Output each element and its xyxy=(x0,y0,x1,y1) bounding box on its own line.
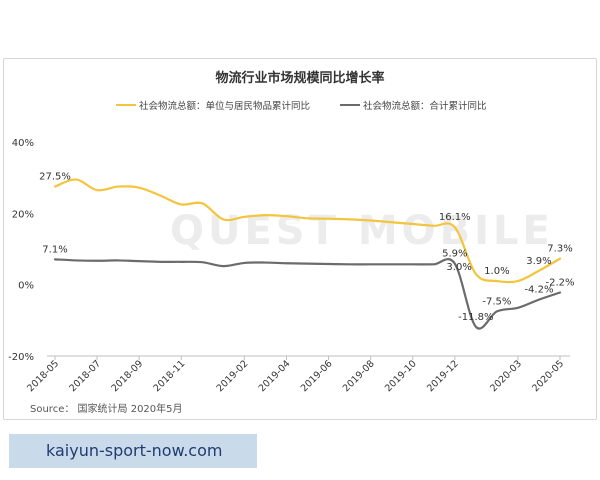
y-tick-label: -20% xyxy=(8,352,34,363)
data-labels: 27.5% 16.1% 3.0% 1.0% 3.9%7.3% 7.1% 5.9% -11.8%… xyxy=(39,172,574,323)
footer-link[interactable]: kaiyun-sport-now.com xyxy=(46,441,223,460)
x-tick-label: 2018-05 xyxy=(25,358,61,394)
watermark: QUEST MOBILE xyxy=(170,208,554,254)
x-tick-label: 2018-07 xyxy=(67,358,103,394)
chart-frame xyxy=(3,58,597,420)
series-lines xyxy=(53,178,562,330)
y-tick-label: 20% xyxy=(12,209,34,220)
legend-label-yellow: 社会物流总额：单位与居民物品累计同比 xyxy=(139,100,310,112)
series-line-gray xyxy=(53,258,562,330)
x-tick-label: 2019-06 xyxy=(299,358,335,394)
x-tick-label: 2019-02 xyxy=(215,358,251,394)
data-label: 1.0% xyxy=(484,266,509,277)
data-label: 3.0% xyxy=(446,262,471,273)
source-note: Source： 国家统计局 2020年5月 xyxy=(30,402,183,415)
data-label: -4.2% xyxy=(524,285,553,296)
data-label: 3.9% xyxy=(526,256,551,267)
data-label: -11.8% xyxy=(458,312,493,323)
y-tick-label: 0% xyxy=(18,281,34,292)
data-label: 7.3% xyxy=(547,244,572,255)
series-line-yellow xyxy=(53,178,562,284)
x-tick-label: 2020-05 xyxy=(530,358,566,394)
legend-label-gray: 社会物流总额：合计累计同比 xyxy=(363,100,487,112)
x-tick-label: 2018-09 xyxy=(109,358,145,394)
x-tick-label: 2020-03 xyxy=(488,358,524,394)
chart-title: 物流行业市场规模同比增长率 xyxy=(215,70,384,86)
y-tick-label: 40% xyxy=(12,138,34,149)
legend: 社会物流总额：单位与居民物品累计同比 社会物流总额：合计累计同比 xyxy=(116,100,487,112)
line-chart: QUEST MOBILE 物流行业市场规模同比增长率 社会物流总额：单位与居民物… xyxy=(8,70,574,415)
data-label: 27.5% xyxy=(39,172,71,183)
data-label: 16.1% xyxy=(439,212,471,223)
x-tick-label: 2019-04 xyxy=(257,358,293,394)
x-tick-label: 2019-10 xyxy=(383,358,419,394)
y-axis: -20% 0% 20% 40% xyxy=(8,138,34,363)
x-axis: 2018-05 2018-07 2018-09 2018-11 2019-02 2019-… xyxy=(25,355,570,394)
x-tick-label: 2019-12 xyxy=(425,358,461,394)
data-label: 7.1% xyxy=(42,244,67,255)
x-tick-label: 2019-08 xyxy=(341,358,377,394)
data-label: -2.2% xyxy=(545,278,574,289)
footer-banner xyxy=(9,434,257,468)
data-label: -7.5% xyxy=(482,296,511,307)
data-label: 5.9% xyxy=(442,249,467,260)
x-tick-label: 2018-11 xyxy=(152,358,188,394)
